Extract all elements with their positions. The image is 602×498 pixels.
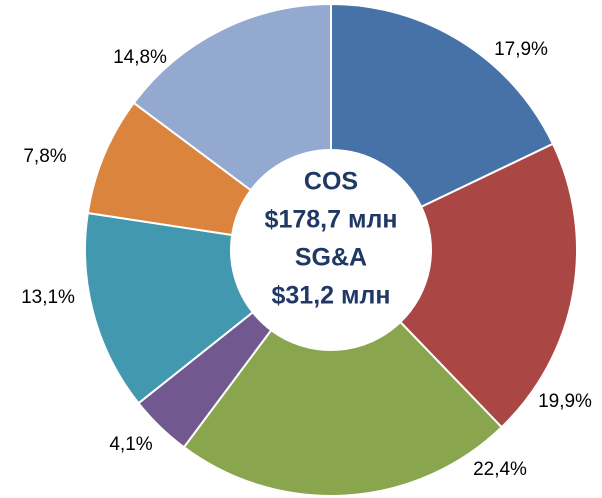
donut-segment — [330, 2, 555, 209]
data-label: 14,8% — [113, 47, 167, 68]
donut-segment — [398, 142, 578, 429]
data-label: 22,4% — [473, 459, 527, 480]
center-text: SG&A — [295, 244, 367, 272]
data-label: 4,1% — [109, 434, 152, 455]
donut-segment — [182, 320, 504, 497]
center-text: $31,2 млн — [272, 282, 391, 310]
center-text: $178,7 млн — [265, 206, 398, 234]
data-label: 17,9% — [494, 39, 548, 60]
data-label: 7,8% — [23, 146, 66, 167]
data-label: 13,1% — [21, 287, 75, 308]
donut-segment — [132, 2, 332, 192]
data-label: 19,9% — [538, 391, 592, 412]
center-text: COS — [304, 168, 358, 196]
donut-segment — [84, 211, 255, 405]
